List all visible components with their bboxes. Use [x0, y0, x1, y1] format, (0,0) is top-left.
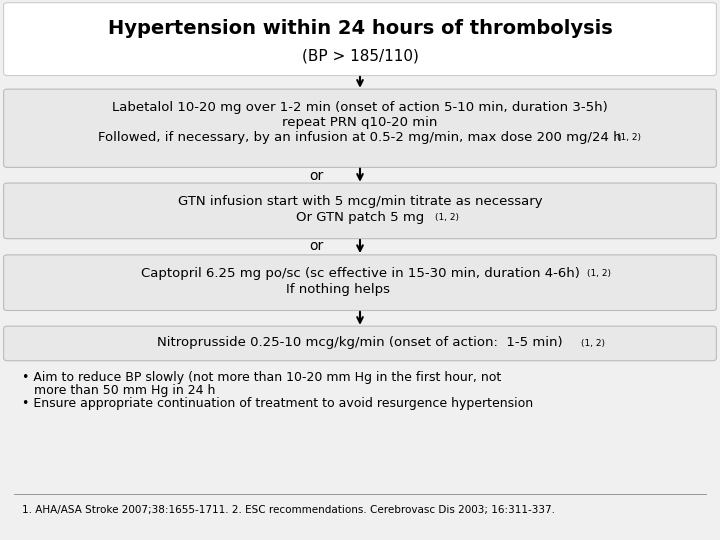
- Text: • Ensure appropriate continuation of treatment to avoid resurgence hypertension: • Ensure appropriate continuation of tre…: [22, 397, 533, 410]
- Text: Or GTN patch 5 mg: Or GTN patch 5 mg: [296, 211, 424, 224]
- Text: Followed, if necessary, by an infusion at 0.5-2 mg/min, max dose 200 mg/24 h: Followed, if necessary, by an infusion a…: [98, 131, 622, 144]
- Text: (BP > 185/110): (BP > 185/110): [302, 49, 418, 64]
- Text: (1, 2): (1, 2): [587, 269, 611, 279]
- Text: Labetalol 10-20 mg over 1-2 min (onset of action 5-10 min, duration 3-5h): Labetalol 10-20 mg over 1-2 min (onset o…: [112, 102, 608, 114]
- FancyBboxPatch shape: [4, 3, 716, 76]
- Text: 1. AHA/ASA Stroke 2007;38:1655-1711. 2. ESC recommendations. Cerebrovasc Dis 200: 1. AHA/ASA Stroke 2007;38:1655-1711. 2. …: [22, 505, 554, 515]
- Text: repeat PRN q10-20 min: repeat PRN q10-20 min: [282, 116, 438, 129]
- FancyBboxPatch shape: [4, 89, 716, 167]
- Text: Captopril 6.25 mg po/sc (sc effective in 15-30 min, duration 4-6h): Captopril 6.25 mg po/sc (sc effective in…: [140, 267, 580, 280]
- Text: GTN infusion start with 5 mcg/min titrate as necessary: GTN infusion start with 5 mcg/min titrat…: [178, 195, 542, 208]
- Text: Nitroprusside 0.25-10 mcg/kg/min (onset of action:  1-5 min): Nitroprusside 0.25-10 mcg/kg/min (onset …: [157, 336, 563, 349]
- FancyBboxPatch shape: [4, 183, 716, 239]
- Text: (1, 2): (1, 2): [581, 339, 605, 348]
- Text: • Aim to reduce BP slowly (not more than 10-20 mm Hg in the first hour, not: • Aim to reduce BP slowly (not more than…: [22, 372, 501, 384]
- Text: (1, 2): (1, 2): [617, 133, 641, 143]
- FancyBboxPatch shape: [4, 255, 716, 310]
- FancyBboxPatch shape: [4, 326, 716, 361]
- Text: or: or: [310, 239, 324, 253]
- Text: (1, 2): (1, 2): [435, 213, 459, 222]
- Text: If nothing helps: If nothing helps: [287, 284, 390, 296]
- Text: or: or: [310, 168, 324, 183]
- Text: more than 50 mm Hg in 24 h: more than 50 mm Hg in 24 h: [22, 384, 215, 397]
- Text: Hypertension within 24 hours of thrombolysis: Hypertension within 24 hours of thrombol…: [107, 19, 613, 38]
